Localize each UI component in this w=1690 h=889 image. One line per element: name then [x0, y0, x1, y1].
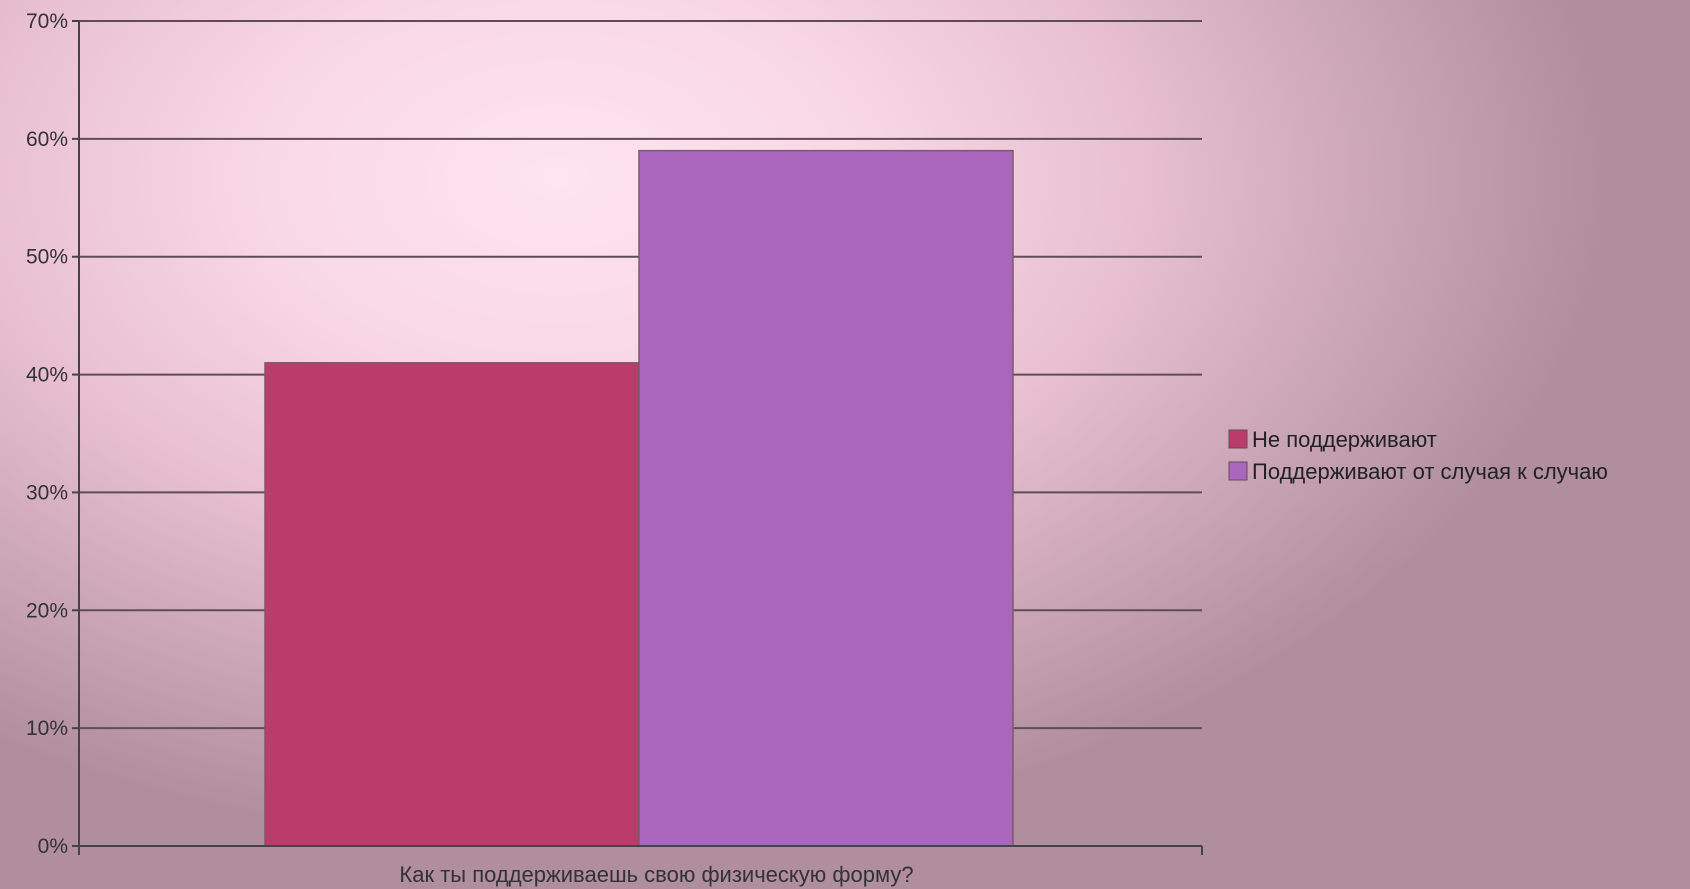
y-tick-label: 70% [26, 10, 68, 33]
x-category-label: Как ты поддерживаешь свою физическую фор… [399, 862, 913, 887]
bar-2 [638, 149, 1014, 847]
y-tick-label: 0% [38, 835, 68, 858]
legend: Не поддерживают Поддерживают от случая к … [1228, 427, 1608, 484]
y-tick-label: 60% [26, 128, 68, 151]
axes [72, 21, 1203, 855]
bars [264, 149, 1014, 847]
y-axis-ticks: 0% 10% 20% 30% 40% 50% 60% 70% [26, 10, 79, 858]
legend-swatch-1 [1228, 429, 1248, 449]
y-tick-label: 50% [26, 246, 68, 269]
y-tick-label: 20% [26, 599, 68, 622]
bar-1 [264, 362, 640, 847]
y-tick-label: 30% [26, 481, 68, 504]
legend-swatch-2 [1228, 461, 1248, 481]
legend-label-1: Не поддерживают [1252, 427, 1437, 452]
y-tick-label: 10% [26, 717, 68, 740]
legend-label-2: Поддерживают от случая к случаю [1252, 459, 1608, 484]
x-axis-labels: Как ты поддерживаешь свою физическую фор… [399, 862, 913, 887]
y-tick-label: 40% [26, 364, 68, 387]
